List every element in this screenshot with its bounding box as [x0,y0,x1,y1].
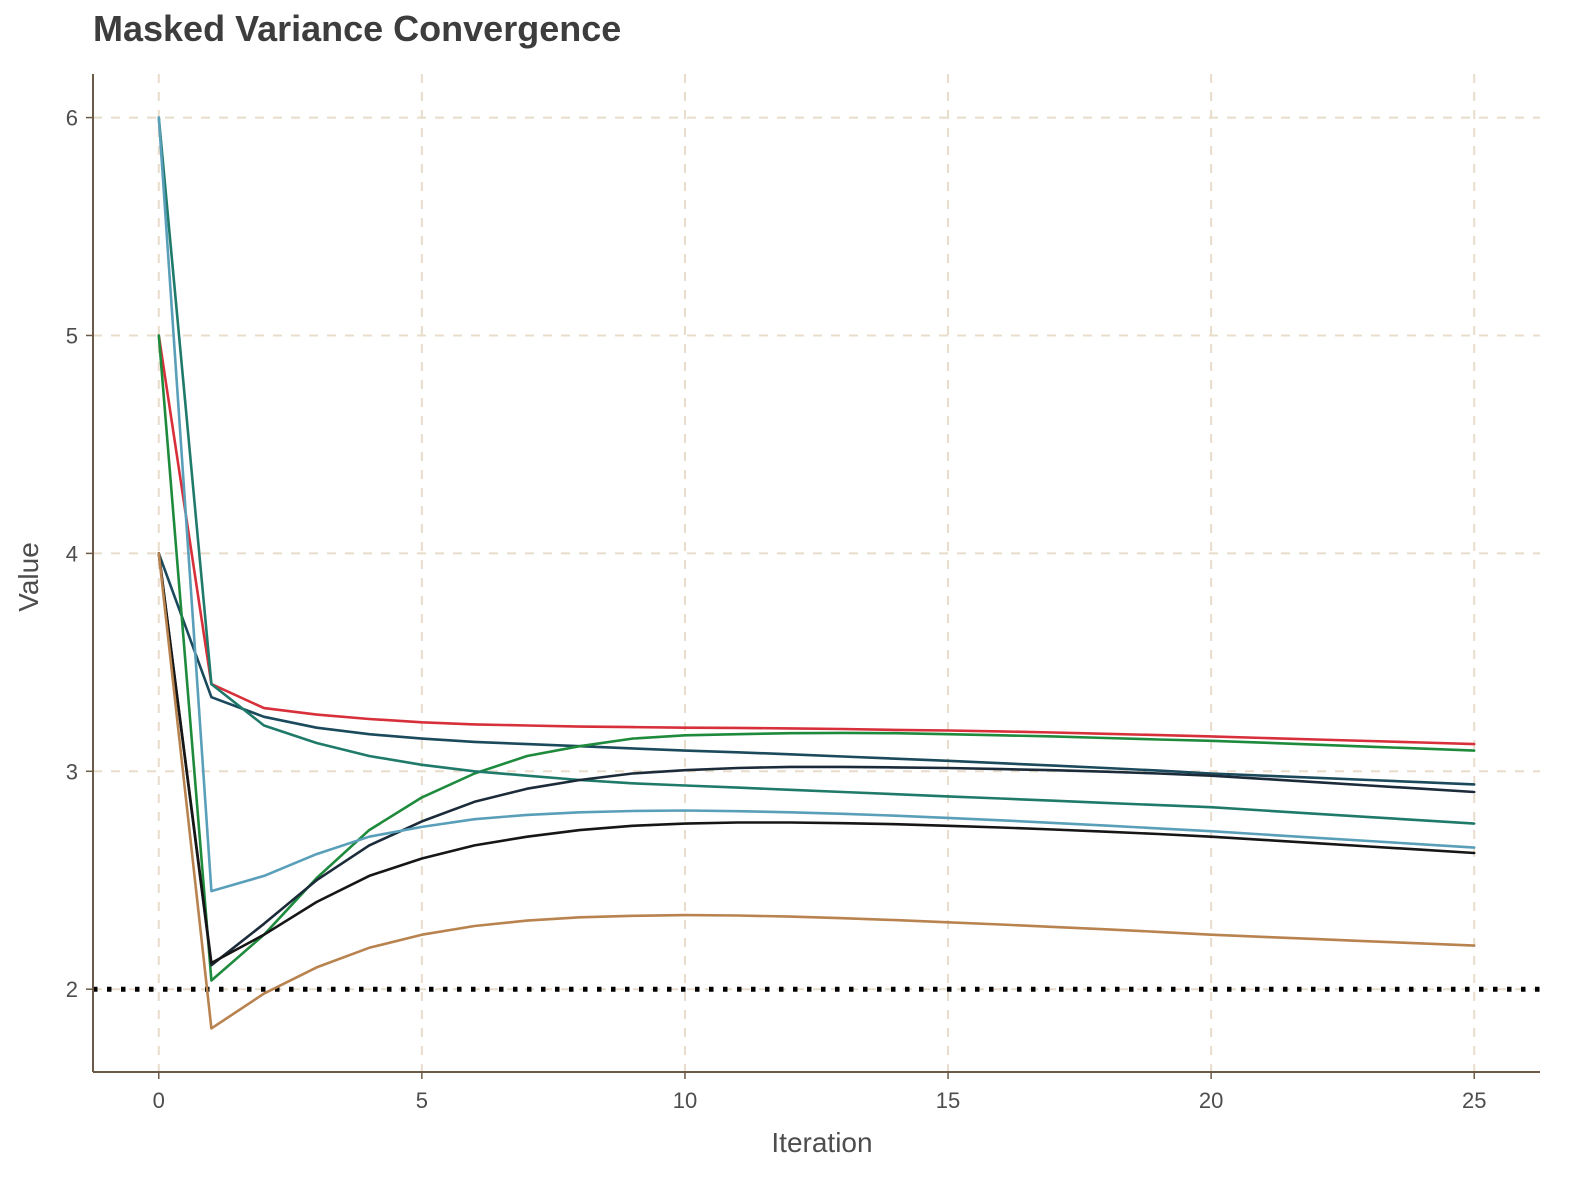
series-lines [157,116,1476,1030]
series-line-2 [157,552,1476,786]
series-line-6 [157,116,1476,893]
axes [86,74,1540,1079]
x-tick-label: 20 [1199,1088,1223,1113]
chart-title: Masked Variance Convergence [93,8,622,49]
y-tick-label: 2 [66,977,78,1002]
x-axis-title: Iteration [771,1127,872,1158]
y-tick-label: 6 [66,106,78,131]
x-tick-label: 5 [416,1088,428,1113]
y-axis-title: Value [13,542,44,612]
tick-labels: 0 5 10 15 20 25 2 3 4 5 6 [66,106,1487,1113]
x-tick-label: 25 [1462,1088,1486,1113]
y-tick-label: 3 [66,759,78,784]
y-tick-label: 4 [66,541,78,566]
gridlines [93,74,1540,1072]
series-line-3 [157,334,1476,982]
series-line-1 [157,334,1476,746]
series-line-8 [157,552,1476,1030]
y-tick-label: 5 [66,323,78,348]
x-tick-label: 15 [936,1088,960,1113]
series-line-7 [157,552,1476,965]
series-line-4 [157,116,1476,825]
x-tick-label: 0 [153,1088,165,1113]
series-line-5 [157,552,1476,967]
x-tick-label: 10 [673,1088,697,1113]
